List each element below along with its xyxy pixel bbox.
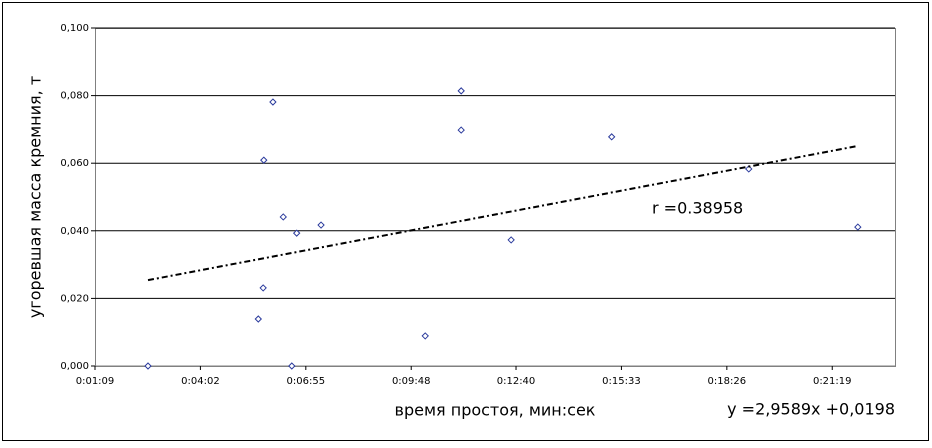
x-tick-label: 0:12:40	[497, 376, 536, 387]
point	[317, 221, 325, 229]
point	[269, 98, 277, 106]
point	[607, 133, 616, 141]
point	[745, 165, 753, 173]
y-tick-label: 0,100	[60, 23, 89, 34]
point	[144, 362, 152, 370]
point	[292, 229, 301, 237]
point	[279, 213, 287, 221]
point	[457, 87, 465, 95]
y-axis-title: угоревшая масса кремния, т	[26, 76, 45, 318]
y-tick-label: 0,040	[60, 226, 89, 237]
annotation: r =0.38958	[652, 199, 743, 218]
x-tick-label: 0:06:55	[287, 376, 326, 387]
x-axis-title: время простоя, мин:сек	[395, 401, 596, 420]
annotation: y =2,9589x +0,0198	[727, 400, 895, 419]
y-tick-label: 0,000	[60, 361, 89, 372]
point	[507, 236, 515, 244]
y-tick-label: 0,020	[60, 293, 89, 304]
x-tick-label: 0:01:09	[76, 376, 115, 387]
x-tick-label: 0:15:33	[602, 376, 641, 387]
x-tick-label: 0:18:26	[708, 376, 747, 387]
point	[260, 156, 268, 164]
x-tick-label: 0:09:48	[392, 376, 431, 387]
point	[254, 315, 262, 323]
point	[854, 223, 862, 231]
x-tick-label: 0:21:19	[813, 376, 852, 387]
point	[288, 362, 296, 370]
plot-area	[95, 28, 896, 367]
y-tick-label: 0,080	[60, 91, 89, 102]
point	[457, 126, 465, 134]
point	[421, 332, 429, 340]
y-tick-label: 0,060	[60, 158, 89, 169]
point	[259, 284, 267, 292]
x-tick-label: 0:04:02	[181, 376, 220, 387]
